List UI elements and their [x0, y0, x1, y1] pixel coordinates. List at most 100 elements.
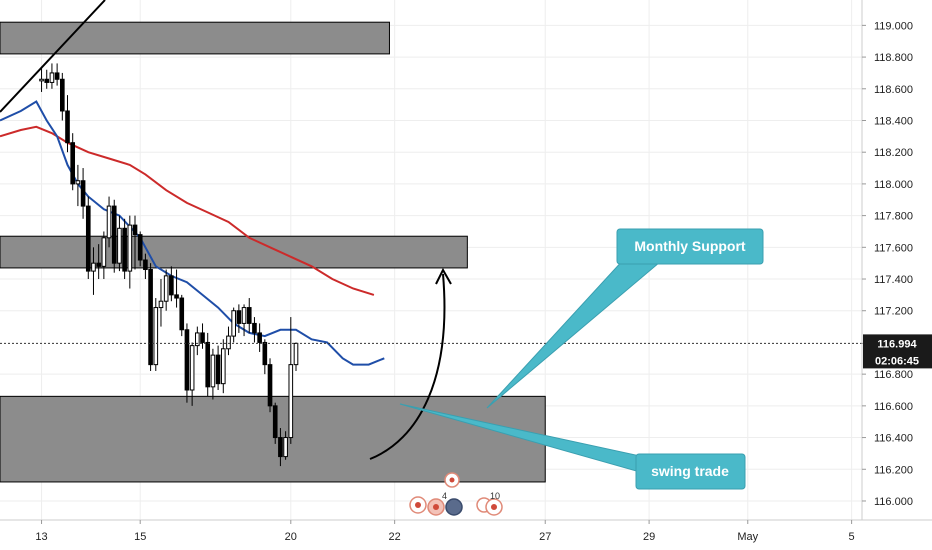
- swing-trade-label: swing trade: [651, 463, 729, 479]
- candle-body: [252, 322, 257, 334]
- price-zone[interactable]: [0, 235, 468, 269]
- candle[interactable]: [272, 402, 278, 444]
- candle[interactable]: [174, 269, 179, 308]
- event-icon[interactable]: [445, 498, 463, 516]
- candle[interactable]: [59, 72, 65, 121]
- candle[interactable]: [80, 168, 86, 219]
- candle[interactable]: [226, 326, 231, 356]
- ma-fast-line[interactable]: [0, 100, 385, 366]
- candle[interactable]: [148, 263, 153, 371]
- candle-body: [262, 341, 268, 366]
- price-tick-label: 117.600: [874, 242, 913, 254]
- candlesticks[interactable]: [39, 63, 299, 467]
- candle[interactable]: [252, 317, 257, 343]
- candle-body: [80, 180, 86, 207]
- trend-line[interactable]: [0, 0, 106, 113]
- candle[interactable]: [236, 304, 242, 333]
- curved-arrow[interactable]: [369, 267, 452, 460]
- price-tick-label: 118.600: [874, 84, 913, 96]
- candle[interactable]: [231, 307, 236, 343]
- support-resistance-zones[interactable]: [0, 21, 546, 483]
- candle-body: [106, 205, 112, 239]
- candle[interactable]: [70, 133, 76, 191]
- price-zone[interactable]: [0, 21, 390, 55]
- swing-trade-callout[interactable]: swing trade: [399, 403, 746, 490]
- candle[interactable]: [91, 247, 96, 295]
- candle[interactable]: [246, 298, 252, 333]
- price-tick-label: 117.200: [874, 306, 913, 318]
- price-zone[interactable]: [0, 395, 546, 483]
- candle[interactable]: [293, 342, 299, 371]
- candle-body: [236, 310, 242, 324]
- candle[interactable]: [132, 215, 138, 270]
- candle[interactable]: [179, 294, 185, 337]
- candle[interactable]: [117, 215, 122, 272]
- ma-slow-line[interactable]: [0, 125, 375, 296]
- candle-body: [272, 405, 278, 439]
- candle[interactable]: [169, 266, 174, 302]
- candle[interactable]: [75, 164, 81, 207]
- event-dot-icon: [433, 504, 439, 510]
- candle[interactable]: [49, 63, 55, 89]
- price-axis[interactable]: 119.000 118.800 118.600 118.400 118.200 118.0…: [861, 0, 932, 520]
- candle[interactable]: [158, 279, 164, 327]
- time-axis-ticks: 13 15 20 22 27 29 May 5: [35, 520, 855, 543]
- candle-body: [195, 332, 200, 347]
- candle[interactable]: [111, 199, 117, 273]
- candle[interactable]: [262, 339, 268, 375]
- candle[interactable]: [44, 69, 50, 89]
- candle-body: [65, 110, 70, 144]
- candle[interactable]: [205, 332, 211, 397]
- candle[interactable]: [215, 345, 221, 390]
- candle-body: [293, 342, 299, 366]
- price-tick-label: 117.400: [874, 274, 913, 286]
- candle[interactable]: [54, 63, 60, 86]
- candle-body: [101, 237, 107, 267]
- price-tick-label: 118.800: [874, 52, 913, 64]
- price-tick-label: 116.200: [874, 464, 913, 476]
- candle[interactable]: [257, 323, 262, 352]
- price-tick-label: 118.400: [874, 115, 913, 127]
- event-markers[interactable]: 4 10: [409, 472, 503, 516]
- moving-average-slow[interactable]: [0, 125, 375, 296]
- candle[interactable]: [220, 339, 226, 394]
- candle-body: [189, 345, 195, 391]
- candle[interactable]: [137, 231, 143, 267]
- candle[interactable]: [288, 317, 294, 444]
- event-dot-icon: [491, 504, 497, 510]
- candle[interactable]: [189, 342, 195, 406]
- time-axis-background: [0, 520, 932, 550]
- time-axis[interactable]: 13 15 20 22 27 29 May 5: [0, 519, 932, 550]
- candle[interactable]: [267, 358, 273, 413]
- candle[interactable]: [96, 244, 101, 280]
- candle[interactable]: [153, 298, 159, 371]
- candle[interactable]: [200, 323, 205, 349]
- candle-body: [137, 234, 143, 261]
- candle-body: [231, 310, 236, 337]
- event-dot-icon: [415, 502, 421, 508]
- candle[interactable]: [163, 269, 169, 311]
- candle[interactable]: [278, 428, 283, 467]
- candle[interactable]: [122, 218, 127, 280]
- candle[interactable]: [195, 326, 200, 356]
- monthly-support-callout[interactable]: Monthly Support: [486, 228, 764, 409]
- candle-body: [278, 437, 283, 458]
- candle[interactable]: [101, 231, 107, 280]
- candle[interactable]: [184, 323, 190, 403]
- candle-body: [96, 262, 101, 267]
- candle[interactable]: [106, 196, 112, 248]
- candle[interactable]: [39, 66, 44, 92]
- moving-average-fast[interactable]: [0, 100, 385, 366]
- candle[interactable]: [210, 348, 216, 400]
- candle[interactable]: [283, 431, 288, 460]
- candle[interactable]: [65, 95, 70, 153]
- time-tick-label: 29: [643, 531, 655, 543]
- candle[interactable]: [127, 215, 133, 289]
- uptrend-line[interactable]: [0, 0, 106, 113]
- candle-body: [54, 72, 60, 80]
- candle[interactable]: [143, 253, 148, 280]
- candle[interactable]: [241, 304, 247, 337]
- time-tick-label: 5: [849, 531, 855, 543]
- candle[interactable]: [85, 196, 91, 280]
